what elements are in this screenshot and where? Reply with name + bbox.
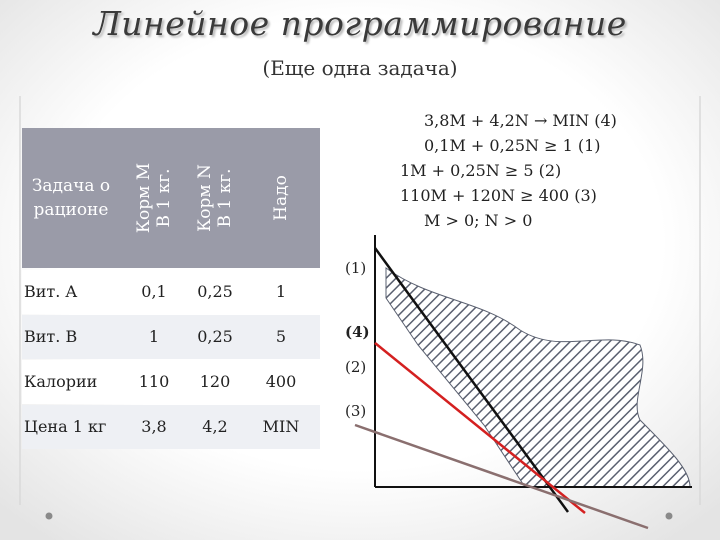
table-row: Вит. B 1 0,25 5	[22, 315, 320, 359]
constraint-line-1	[373, 247, 570, 513]
table-row: Калории 110 120 400	[22, 360, 320, 404]
corner-dot-right	[665, 512, 673, 520]
objective-line-4	[374, 342, 586, 514]
constraint-formula: 0,1M + 0,25N ≥ 1 (1)	[424, 136, 601, 155]
column-header-need: Надо	[242, 128, 320, 268]
constraint-formula: 1M + 0,25N ≥ 5 (2)	[400, 161, 562, 180]
model-formulas: 3,8M + 4,2N → MIN (4) 0,1M + 0,25N ≥ 1 (…	[398, 108, 698, 233]
table-row: Вит. A 0,1 0,25 1	[22, 270, 320, 314]
row-label: Цена 1 кг	[24, 417, 107, 436]
nonnegativity-formula: M > 0; N > 0	[424, 211, 533, 230]
table-cell: 1	[275, 282, 287, 301]
line-label-2: (2)	[345, 358, 367, 376]
table-cell: 3,8	[141, 417, 167, 436]
table-cell: 0,25	[197, 282, 233, 301]
table-cell: 110	[138, 372, 170, 391]
line-label-4: (4)	[345, 323, 370, 341]
row-label: Калории	[24, 372, 98, 391]
table-cell: 400	[265, 372, 297, 391]
slide-title: Линейное программирование	[93, 4, 627, 43]
table-cell: 120	[199, 372, 231, 391]
constraint-line-3	[354, 423, 649, 530]
table-cell: 0,1	[141, 282, 167, 301]
table-cell: 5	[275, 327, 287, 346]
table-corner-header: Задача о рационе	[22, 128, 120, 268]
constraint-formula: 110M + 120N ≥ 400 (3)	[400, 186, 597, 205]
row-label: Вит. A	[24, 282, 77, 301]
table-cell: 4,2	[202, 417, 228, 436]
line-label-3: (3)	[345, 402, 367, 420]
slide-subtitle: (Еще одна задача)	[262, 56, 458, 80]
table-row: Цена 1 кг 3,8 4,2 MIN	[22, 405, 320, 449]
corner-dot-left	[45, 512, 53, 520]
table-cell: 1	[148, 327, 160, 346]
row-label: Вит. B	[24, 327, 78, 346]
table-cell: 0,25	[197, 327, 233, 346]
table-cell: MIN	[262, 417, 300, 436]
feasible-region	[385, 267, 691, 488]
line-label-1: (1)	[345, 259, 367, 277]
objective-formula: 3,8M + 4,2N → MIN (4)	[424, 111, 617, 130]
